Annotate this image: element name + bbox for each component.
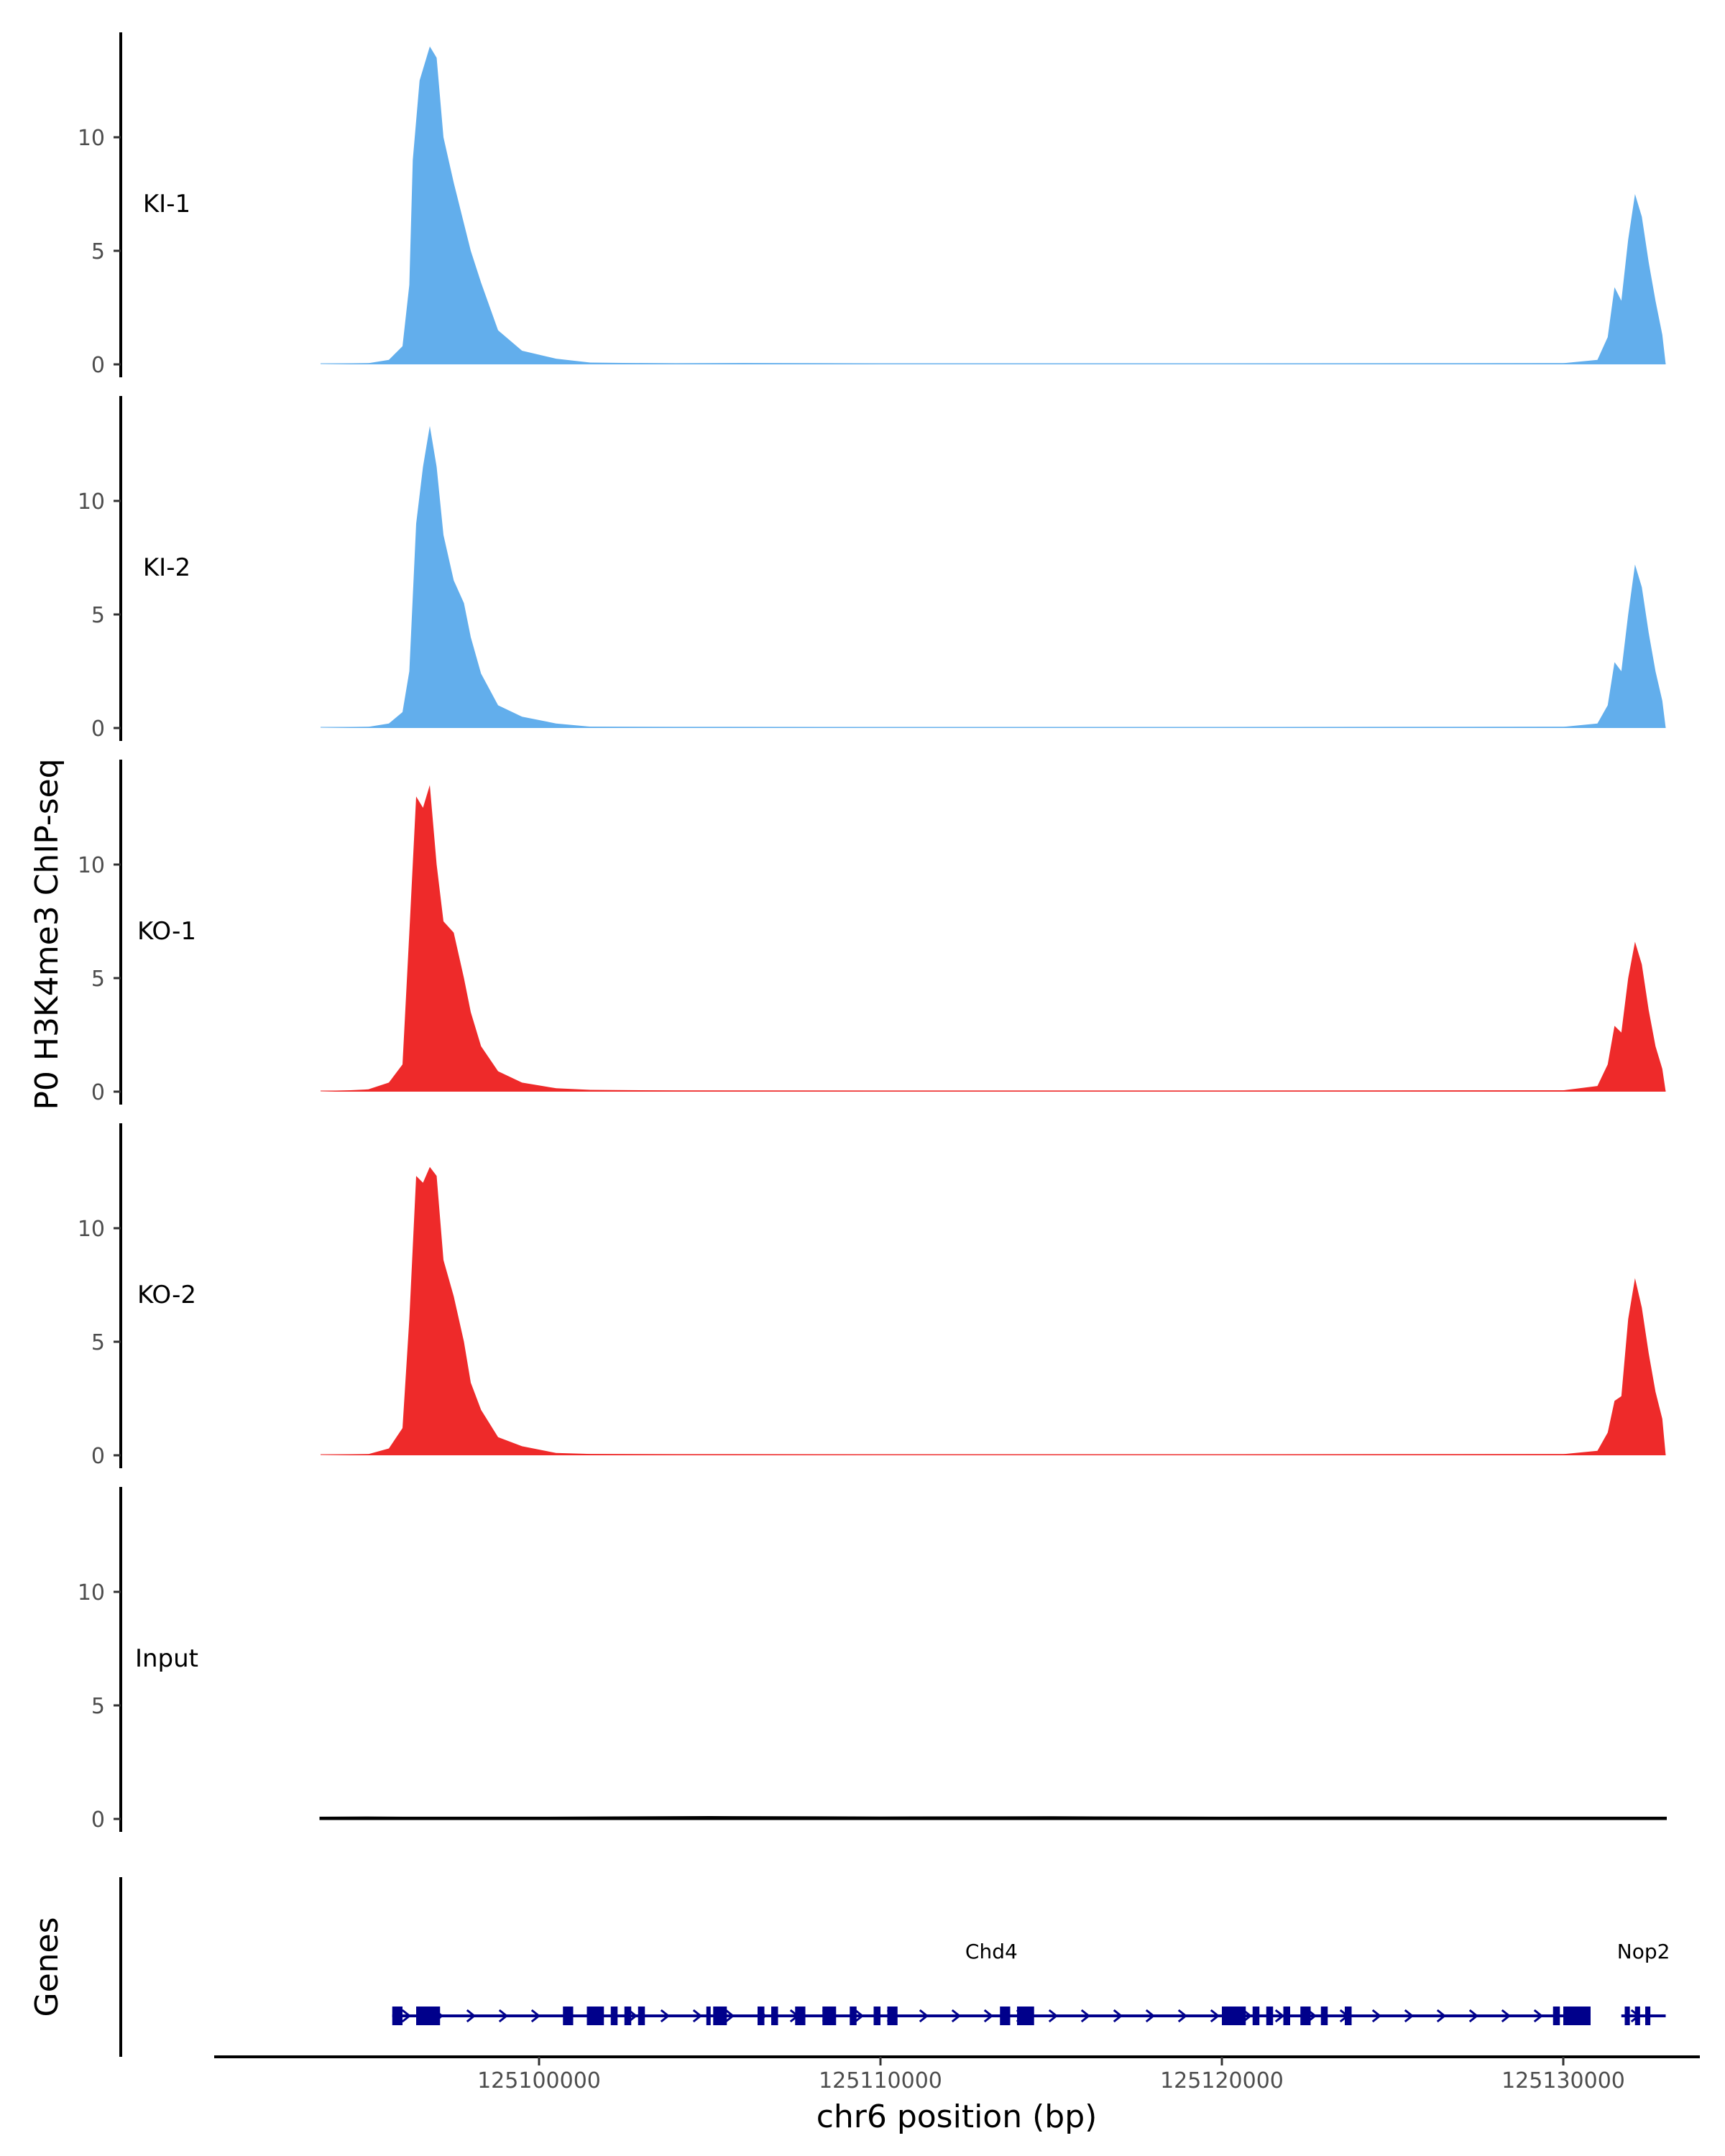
gene-exon	[822, 2007, 837, 2025]
strand-arrow	[1080, 2009, 1091, 2023]
gene-nop2: Nop2	[1617, 1940, 1670, 2025]
track-label: KI-2	[143, 553, 190, 582]
gene-exon	[850, 2007, 857, 2025]
track-label: KO-2	[137, 1281, 196, 1309]
gene-name-label: Nop2	[1617, 1940, 1670, 1963]
y-tick-label: 0	[91, 1080, 105, 1105]
x-tick-label: 125100000	[477, 2068, 601, 2093]
y-tick-label: 0	[91, 1444, 105, 1469]
strand-arrow	[854, 2009, 865, 2023]
strand-arrow	[1468, 2009, 1479, 2023]
gene-exon	[392, 2007, 402, 2025]
x-axis: chr6 position (bp) 125100000 125110000 125…	[214, 2055, 1700, 2135]
y-tick-label: 0	[91, 717, 105, 742]
track-panel-ki-1: 0 5 10 KI-1	[78, 32, 1666, 378]
strand-arrow	[951, 2009, 962, 2023]
y-tick-label: 10	[78, 853, 105, 878]
gene-exon	[1252, 2007, 1260, 2025]
strand-arrow	[1048, 2009, 1059, 2023]
x-axis-title: chr6 position (bp)	[816, 2099, 1098, 2135]
strand-arrow	[1501, 2009, 1512, 2023]
signal-area	[321, 425, 1666, 728]
x-tick-label: 125130000	[1501, 2068, 1625, 2093]
gene-name-label: Chd4	[965, 1940, 1018, 1963]
strand-arrow	[692, 2009, 703, 2023]
strand-arrow	[660, 2009, 671, 2023]
x-tick-label: 125120000	[1160, 2068, 1284, 2093]
gene-exon	[416, 2007, 441, 2025]
gene-exon	[1552, 2007, 1560, 2025]
tracks-layer: 0 5 10 KI-1 0 5 10 KI-2 0 5 10 KO-1 0 5 10 KO-2 0 5 10 Inpu…	[78, 32, 1667, 1833]
signal-area	[319, 1815, 1667, 1820]
track-label: KO-1	[137, 917, 196, 946]
track-label: KI-1	[143, 190, 190, 218]
gene-exon	[1283, 2007, 1290, 2025]
gene-exon	[758, 2007, 765, 2025]
x-tick-label: 125110000	[819, 2068, 942, 2093]
signal-area	[321, 785, 1666, 1092]
strand-arrow	[1404, 2009, 1414, 2023]
strand-arrow	[498, 2009, 509, 2023]
y-tick-label: 5	[91, 1694, 105, 1719]
gene-exon	[1320, 2007, 1328, 2025]
gene-exon	[1624, 2007, 1630, 2025]
gene-exon	[1645, 2007, 1651, 2025]
genes-axis-title: Genes	[29, 1917, 65, 2017]
genes-panel: Genes Chd4 Nop2	[29, 1877, 1670, 2057]
strand-arrow	[1177, 2009, 1188, 2023]
y-tick-label: 10	[78, 489, 105, 515]
gene-exon	[610, 2007, 618, 2025]
gene-exon	[1000, 2007, 1011, 2025]
gene-exon	[1266, 2007, 1274, 2025]
strand-arrow	[1113, 2009, 1123, 2023]
gene-exon	[795, 2007, 806, 2025]
strand-arrow	[1436, 2009, 1447, 2023]
y-tick-label: 5	[91, 239, 105, 264]
gene-exon	[1563, 2007, 1591, 2025]
gene-exon	[1634, 2007, 1640, 2025]
track-panel-ko-2: 0 5 10 KO-2	[78, 1123, 1666, 1469]
y-tick-label: 10	[78, 126, 105, 151]
gene-exon	[887, 2007, 898, 2025]
gene-exon	[1300, 2007, 1311, 2025]
track-panel-ki-2: 0 5 10 KI-2	[78, 396, 1666, 742]
strand-arrow	[530, 2009, 541, 2023]
y-tick-label: 5	[91, 603, 105, 628]
strand-arrow	[724, 2009, 735, 2023]
gene-chd4: Chd4	[392, 1940, 1591, 2025]
gene-exon	[1017, 2007, 1034, 2025]
y-tick-label: 0	[91, 353, 105, 378]
strand-arrow	[983, 2009, 994, 2023]
y-tick-label: 0	[91, 1807, 105, 1833]
track-panel-ko-1: 0 5 10 KO-1	[78, 760, 1666, 1105]
y-tick-label: 10	[78, 1217, 105, 1242]
y-tick-label: 5	[91, 967, 105, 992]
track-panel-input: 0 5 10 Input	[78, 1487, 1667, 1833]
y-tick-label: 10	[78, 1580, 105, 1606]
gene-exon	[713, 2007, 727, 2025]
gene-exon	[771, 2007, 778, 2025]
strand-arrow	[1210, 2009, 1220, 2023]
y-tick-label: 5	[91, 1330, 105, 1355]
strand-arrow	[1145, 2009, 1156, 2023]
track-label: Input	[135, 1644, 198, 1673]
y-axis-title: P0 H3K4me3 ChIP-seq	[29, 758, 65, 1110]
strand-arrow	[919, 2009, 929, 2023]
gene-exon	[873, 2007, 880, 2025]
gene-exon	[1345, 2007, 1352, 2025]
gene-exon	[706, 2007, 711, 2025]
strand-arrow	[401, 2009, 412, 2023]
gene-exon	[1222, 2007, 1246, 2025]
strand-arrow	[1371, 2009, 1382, 2023]
strand-arrow	[1274, 2009, 1285, 2023]
strand-arrow	[466, 2009, 477, 2023]
gene-exon	[586, 2007, 604, 2025]
gene-exon	[624, 2007, 632, 2025]
signal-area	[321, 1166, 1666, 1455]
gene-exon	[638, 2007, 645, 2025]
gene-exon	[563, 2007, 574, 2025]
strand-arrow	[1533, 2009, 1544, 2023]
signal-area	[321, 46, 1666, 364]
